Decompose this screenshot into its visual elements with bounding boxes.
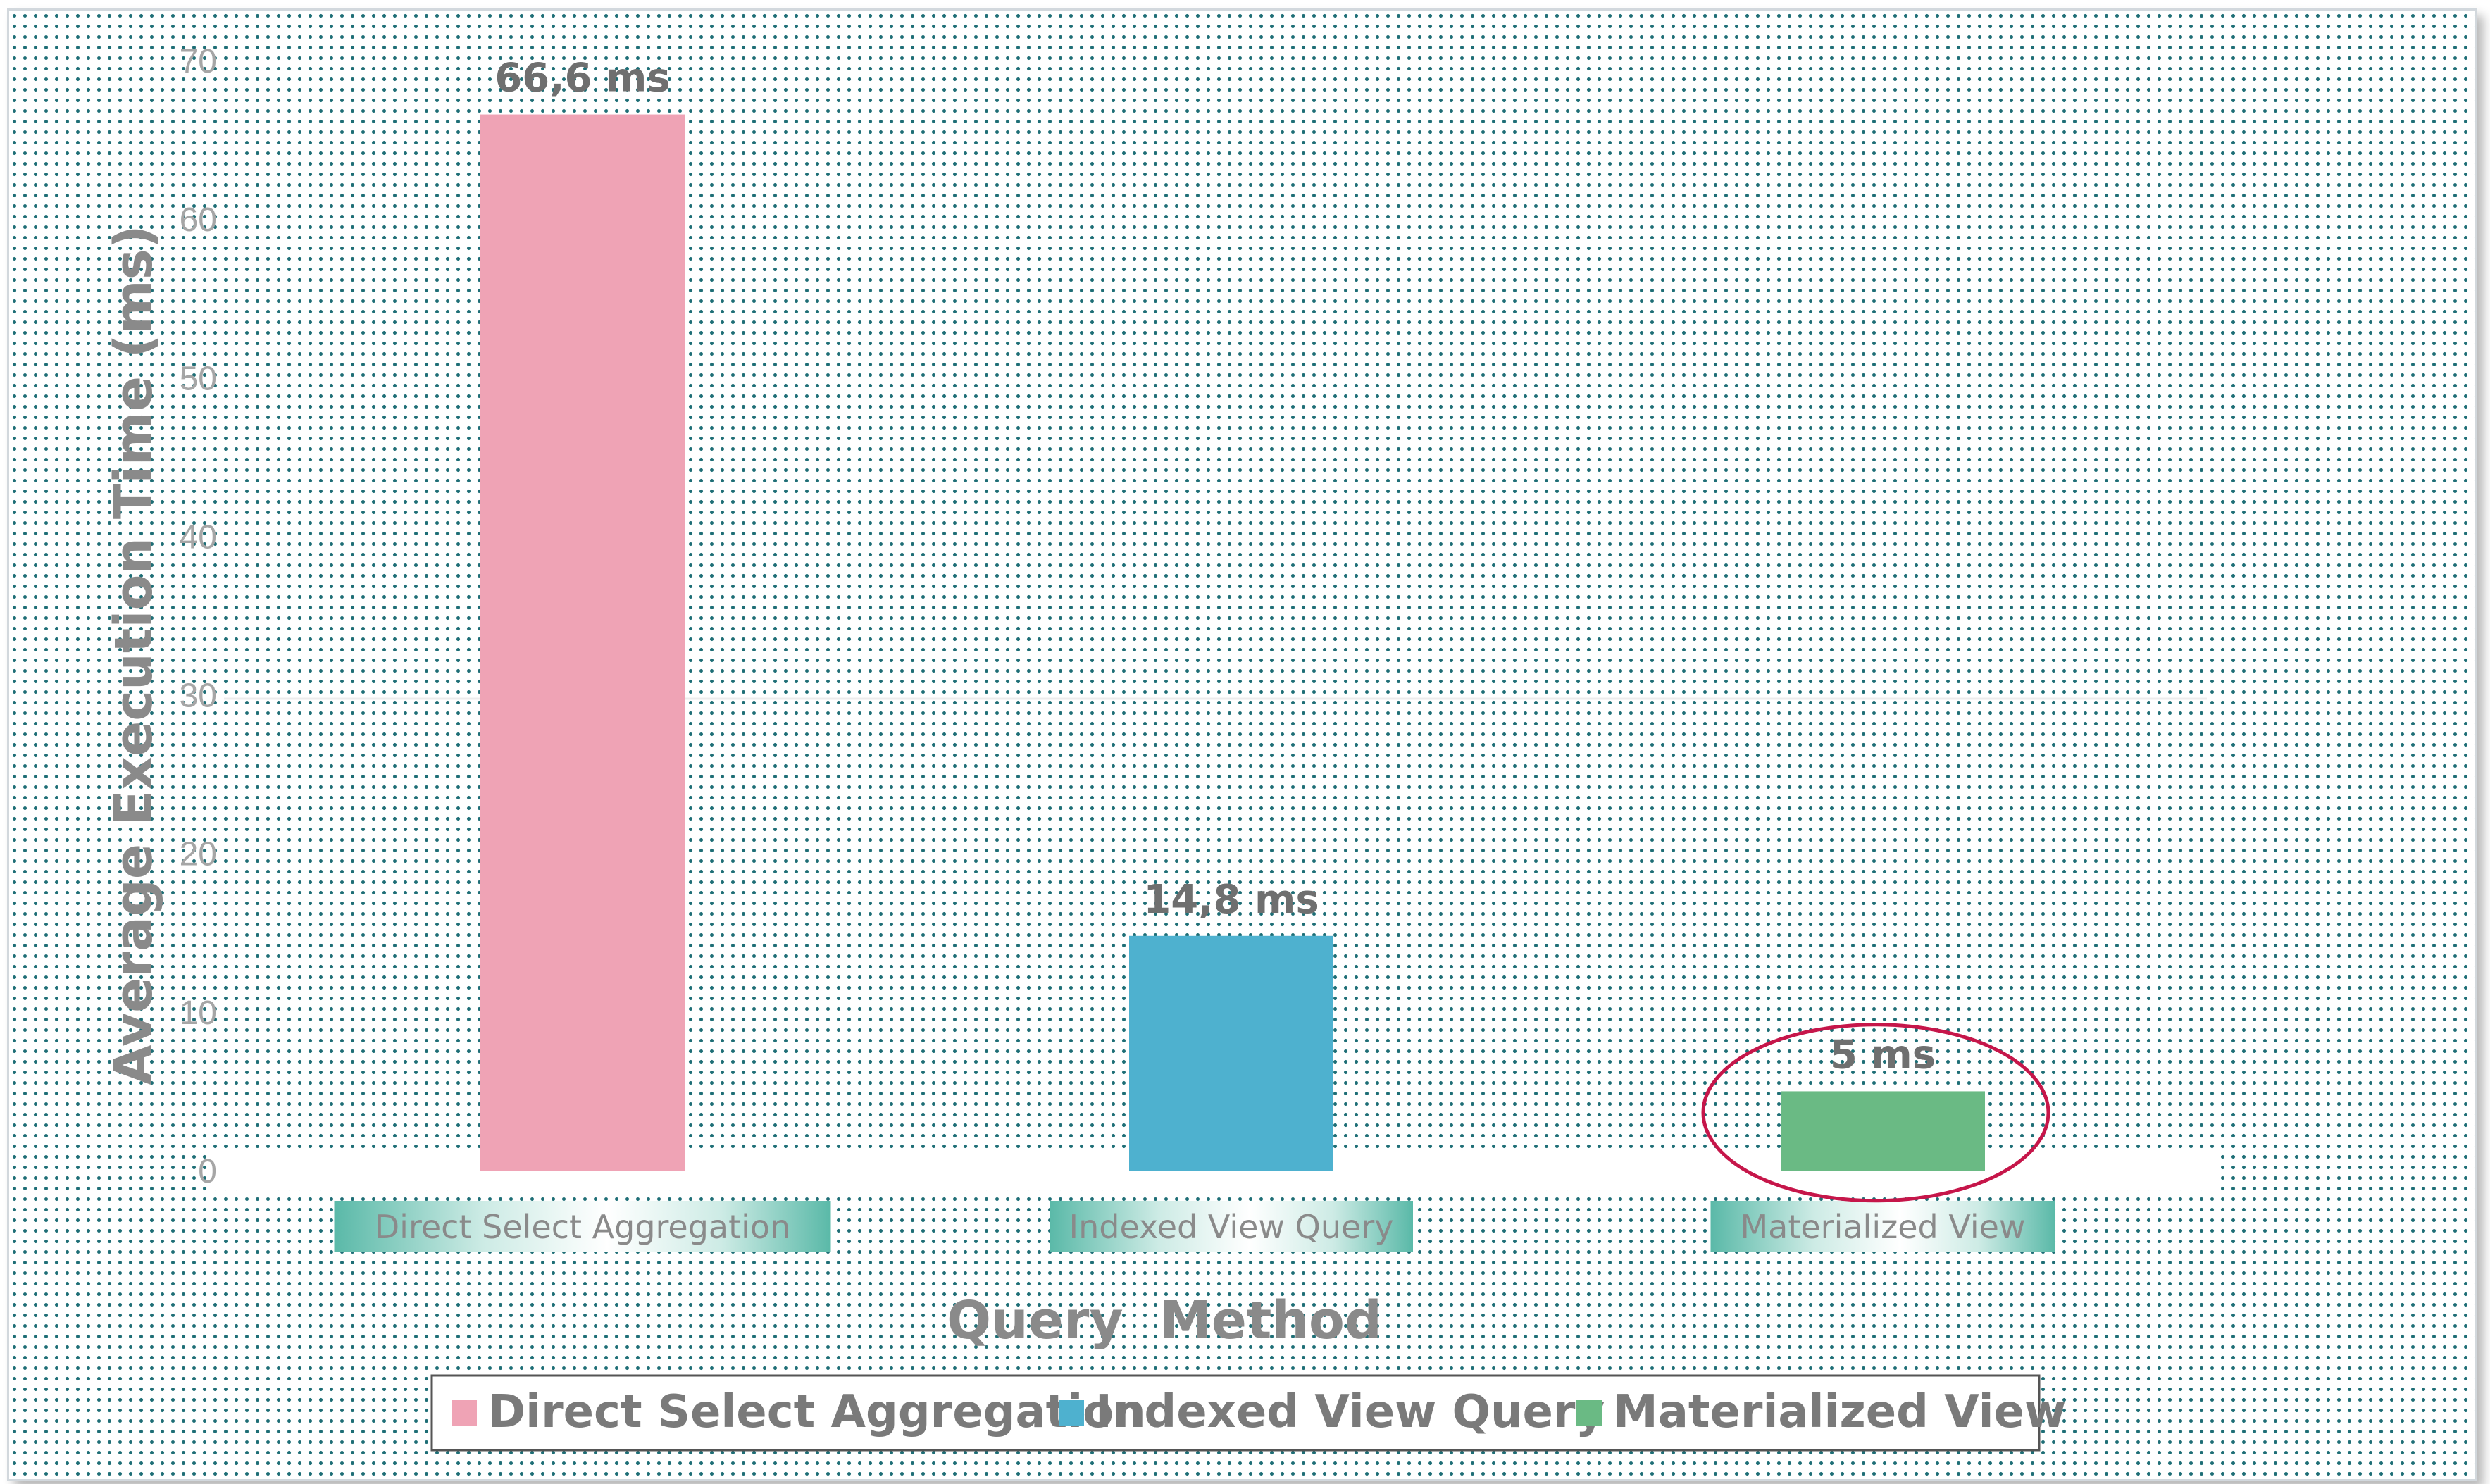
value-labels: 66,6 ms 14,8 ms 5 ms bbox=[494, 56, 1936, 1078]
bars bbox=[480, 114, 1985, 1171]
bar-direct-select-aggregation bbox=[480, 114, 685, 1171]
legend-box bbox=[430, 1374, 2041, 1452]
category-label-bg bbox=[1710, 1201, 2055, 1252]
y-tick-label: 10 bbox=[180, 994, 217, 1032]
legend-swatch-direct-select-aggregation bbox=[452, 1400, 477, 1426]
y-tick-label: 60 bbox=[180, 201, 217, 239]
x-axis-title: Query Method bbox=[947, 1290, 1382, 1351]
y-tick-label: 30 bbox=[180, 678, 217, 715]
bar-chart: 0 10 20 30 40 50 60 70 66,6 ms 14,8 ms 5 ms Direc… bbox=[104, 43, 2221, 1452]
y-tick-label: 50 bbox=[180, 360, 217, 397]
chart-frame: 0 10 20 30 40 50 60 70 66,6 ms 14,8 ms 5 ms Direc… bbox=[7, 8, 2477, 1481]
y-axis-title: Average Execution Time (ms) bbox=[104, 225, 164, 1085]
bar-materialized-view bbox=[1781, 1091, 1985, 1171]
category-label: Direct Select Aggregation bbox=[375, 1208, 790, 1246]
category-labels: Direct Select Aggregation Indexed View Qu… bbox=[334, 1201, 2055, 1252]
category-label: Indexed View Query bbox=[1069, 1208, 1394, 1246]
legend-label: Direct Select Aggregation bbox=[488, 1386, 1146, 1438]
y-axis-ticks: 0 10 20 30 40 50 60 70 bbox=[180, 43, 217, 1190]
bar-indexed-view-query bbox=[1129, 935, 1333, 1171]
legend-label: Indexed View Query bbox=[1095, 1386, 1605, 1438]
value-label: 14,8 ms bbox=[1143, 877, 1319, 923]
highlight-ring bbox=[1701, 1023, 2050, 1203]
category-label-bg bbox=[1050, 1201, 1413, 1252]
value-label: 5 ms bbox=[1830, 1032, 1936, 1078]
category-label-bg bbox=[334, 1201, 831, 1252]
legend-label: Materialized View bbox=[1613, 1386, 2066, 1438]
legend-swatch-indexed-view-query bbox=[1059, 1400, 1084, 1426]
y-tick-label: 40 bbox=[180, 518, 217, 556]
y-tick-label: 0 bbox=[198, 1153, 217, 1190]
category-label: Materialized View bbox=[1740, 1208, 2025, 1246]
legend-swatch-materialized-view bbox=[1576, 1400, 1602, 1426]
y-tick-label: 20 bbox=[180, 836, 217, 873]
y-tick-label: 70 bbox=[180, 43, 217, 80]
value-label: 66,6 ms bbox=[494, 56, 670, 101]
